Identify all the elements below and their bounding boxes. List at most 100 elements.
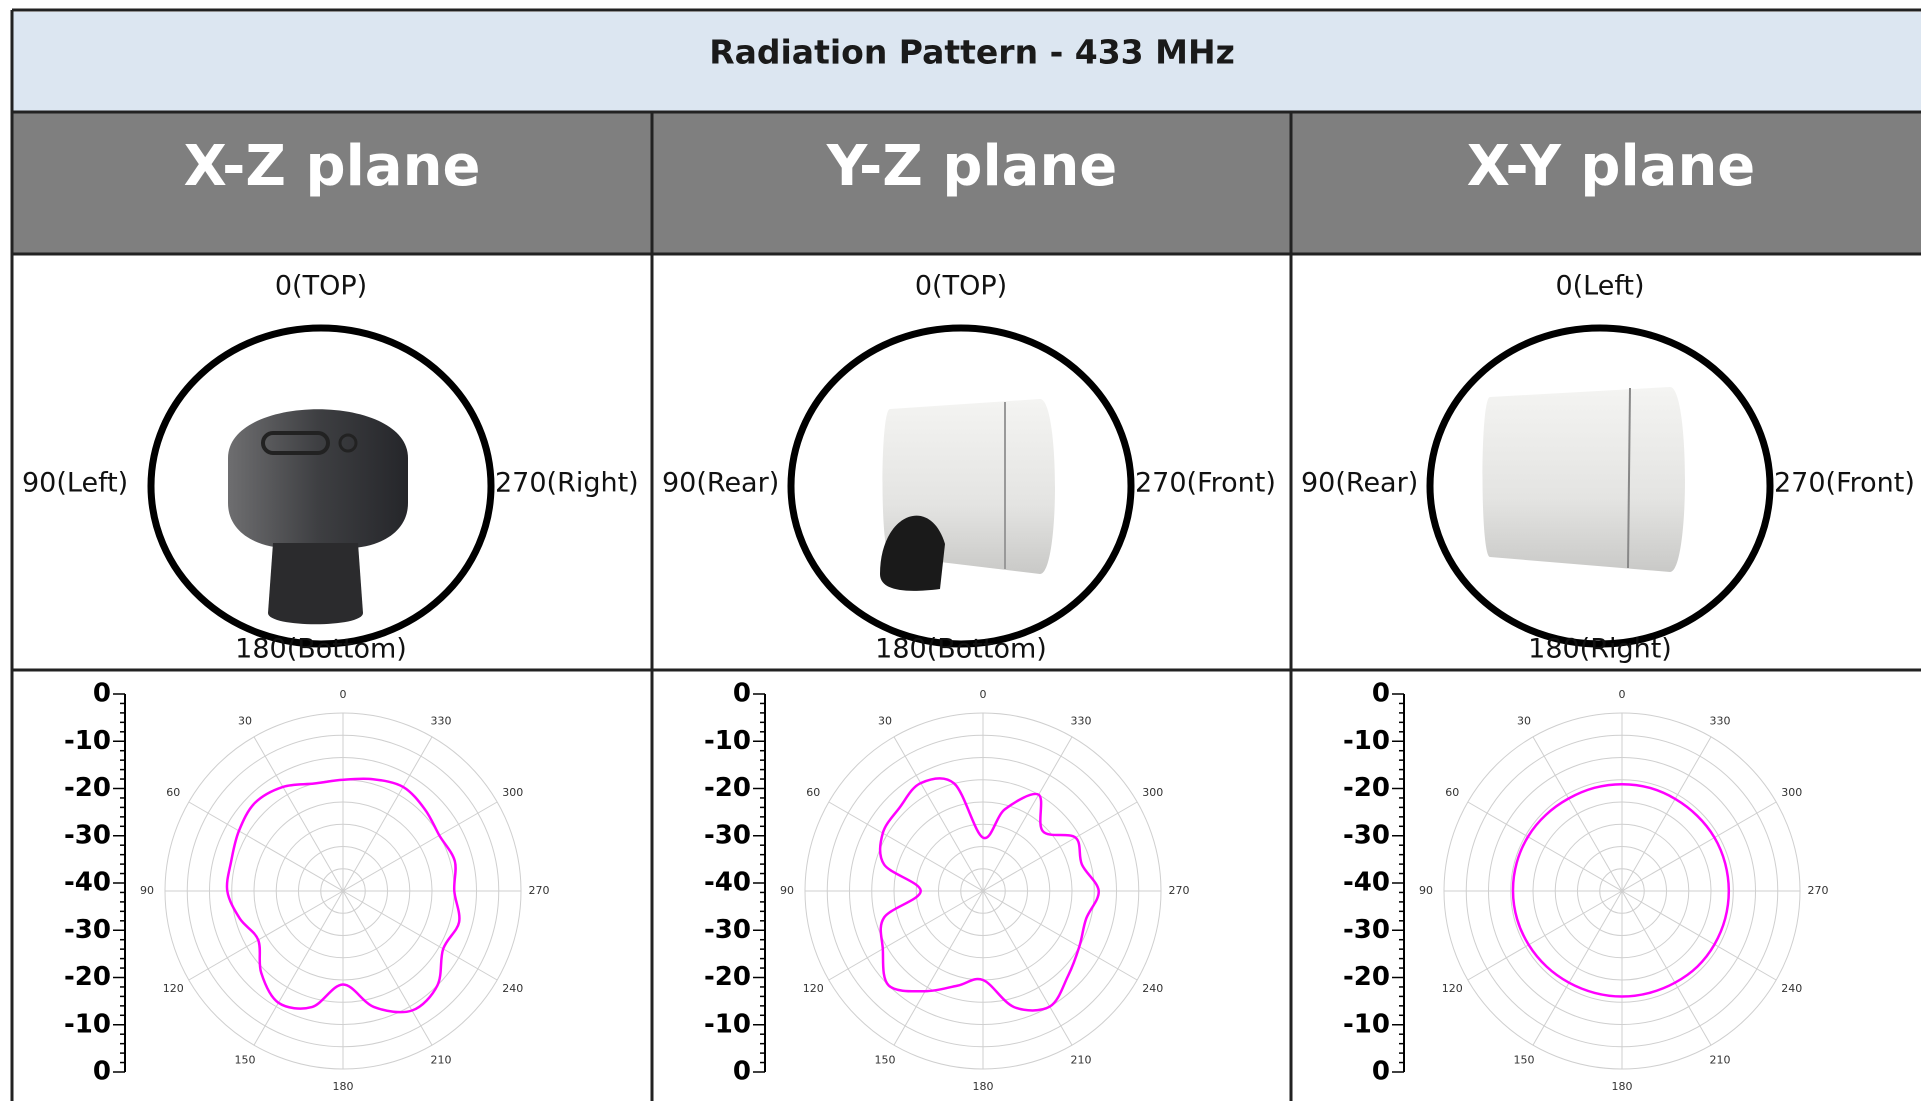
- polar-spoke: [343, 802, 497, 891]
- polar-spoke: [254, 891, 343, 1045]
- polar-spoke: [189, 891, 343, 980]
- scale-label: 0: [733, 1057, 751, 1087]
- polar-spoke: [1533, 891, 1622, 1045]
- scale-label: -10: [1343, 726, 1390, 756]
- scale-label: -20: [64, 773, 111, 803]
- page: {"title": "Radiation Pattern - 433 MHz",…: [0, 0, 1921, 1101]
- device-photo: [228, 409, 408, 624]
- angle-label: 270: [1169, 884, 1190, 897]
- scale-label: 0: [733, 679, 751, 709]
- scale-label: -40: [704, 868, 751, 898]
- scale-label: -20: [1343, 773, 1390, 803]
- angle-label: 300: [1142, 786, 1163, 799]
- angle-label: 30: [878, 714, 892, 727]
- angle-label: 90: [140, 884, 154, 897]
- angle-label: 180: [333, 1080, 354, 1093]
- device-photo: [1483, 387, 1686, 572]
- angle-label: 300: [1781, 786, 1802, 799]
- scale-label: -20: [704, 962, 751, 992]
- orientation-bottom: 180(Bottom): [875, 634, 1047, 665]
- orientation-left: 90(Rear): [662, 468, 779, 499]
- polar-spoke: [254, 737, 343, 891]
- angle-label: 240: [1142, 982, 1163, 995]
- scale-label: -10: [704, 1009, 751, 1039]
- device-photo: [880, 399, 1055, 591]
- scale-label: -30: [1343, 915, 1390, 945]
- angle-label: 150: [235, 1054, 256, 1067]
- scale-label: -30: [64, 820, 111, 850]
- polar-spoke: [894, 891, 983, 1045]
- orientation-right: 270(Front): [1135, 468, 1276, 499]
- angle-label: 330: [1071, 714, 1092, 727]
- angle-label: 210: [1710, 1054, 1731, 1067]
- title: Radiation Pattern - 433 MHz: [709, 33, 1235, 72]
- scale-label: -10: [1343, 1009, 1390, 1039]
- angle-label: 300: [502, 786, 523, 799]
- angle-label: 30: [1517, 714, 1531, 727]
- scale-label: -40: [1343, 868, 1390, 898]
- polar-spoke: [343, 737, 432, 891]
- angle-label: 60: [166, 786, 180, 799]
- orientation-left: 90(Left): [22, 468, 128, 499]
- angle-label: 330: [1710, 714, 1731, 727]
- column-header: X-Z plane: [184, 134, 481, 199]
- polar-spoke: [983, 891, 1072, 1045]
- angle-label: 180: [973, 1080, 994, 1093]
- orientation-right: 270(Right): [495, 468, 639, 499]
- polar-spoke: [189, 802, 343, 891]
- scale-label: 0: [1372, 1057, 1390, 1087]
- scale-label: -40: [64, 868, 111, 898]
- angle-label: 120: [803, 982, 824, 995]
- polar-spoke: [1622, 737, 1711, 891]
- scale-label: -10: [704, 726, 751, 756]
- polar-spoke: [983, 737, 1072, 891]
- scale-label: -30: [1343, 820, 1390, 850]
- angle-label: 330: [431, 714, 452, 727]
- angle-label: 90: [780, 884, 794, 897]
- angle-label: 90: [1419, 884, 1433, 897]
- scale-label: 0: [93, 1057, 111, 1087]
- scale-label: 0: [1372, 679, 1390, 709]
- orientation-top: 0(Left): [1555, 271, 1644, 302]
- angle-label: 270: [1808, 884, 1829, 897]
- angle-label: 0: [1619, 688, 1626, 701]
- orientation-top: 0(TOP): [915, 271, 1007, 302]
- angle-label: 270: [529, 884, 550, 897]
- scale-label: -20: [1343, 962, 1390, 992]
- polar-spoke: [983, 802, 1137, 891]
- scale-label: -20: [704, 773, 751, 803]
- angle-label: 210: [431, 1054, 452, 1067]
- angle-label: 120: [1442, 982, 1463, 995]
- angle-label: 120: [163, 982, 184, 995]
- orientation-top: 0(TOP): [275, 271, 367, 302]
- angle-label: 150: [1514, 1054, 1535, 1067]
- angle-label: 180: [1612, 1080, 1633, 1093]
- angle-label: 150: [875, 1054, 896, 1067]
- angle-label: 30: [238, 714, 252, 727]
- column-header: Y-Z plane: [826, 134, 1118, 199]
- angle-label: 0: [980, 688, 987, 701]
- scale-label: -30: [704, 820, 751, 850]
- orientation-bottom: 180(Bottom): [235, 634, 407, 665]
- scale-label: -30: [704, 915, 751, 945]
- scale-label: -10: [64, 726, 111, 756]
- angle-label: 60: [806, 786, 820, 799]
- scale-label: -10: [64, 1009, 111, 1039]
- scale-label: 0: [93, 679, 111, 709]
- polar-spoke: [343, 891, 497, 980]
- document: Radiation Pattern - 433 MHz X-Z plane 0(T…: [0, 0, 1921, 1101]
- angle-label: 240: [1781, 982, 1802, 995]
- angle-label: 0: [340, 688, 347, 701]
- scale-label: -20: [64, 962, 111, 992]
- polar-spoke: [1622, 802, 1776, 891]
- orientation-left: 90(Rear): [1301, 468, 1418, 499]
- orientation-bottom: 180(Right): [1528, 634, 1672, 665]
- column-header: X-Y plane: [1467, 134, 1756, 199]
- polar-spoke: [983, 891, 1137, 980]
- orientation-right: 270(Front): [1774, 468, 1915, 499]
- angle-label: 210: [1071, 1054, 1092, 1067]
- angle-label: 60: [1445, 786, 1459, 799]
- polar-spoke: [343, 891, 432, 1045]
- scale-label: -30: [64, 915, 111, 945]
- angle-label: 240: [502, 982, 523, 995]
